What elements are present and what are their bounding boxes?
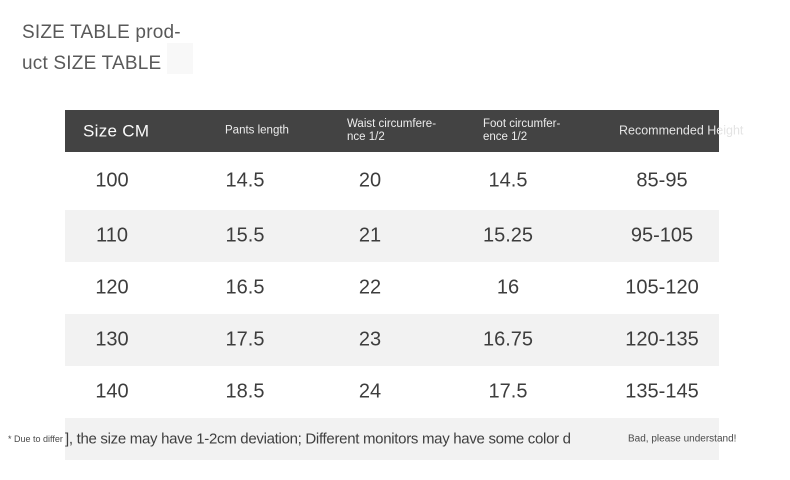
page-title-line2: uct SIZE TABLE	[22, 53, 162, 74]
table-row: 110 15.5 21 15.25 95-105	[65, 210, 719, 262]
header-foot-line2: ence 1/2	[483, 131, 528, 143]
page-title: SIZE TABLE prod- uct SIZE TABLE	[22, 17, 181, 79]
table-cell: 110	[96, 224, 128, 247]
header-size-cm: Size CM	[83, 121, 150, 141]
table-cell: 22	[358, 276, 382, 299]
table-cell: 135-145	[625, 380, 699, 403]
table-row: 120 16.5 22 16 105-120	[65, 262, 719, 314]
table-cell: 24	[358, 380, 382, 403]
header-foot-line1: Foot circumfer-	[483, 118, 561, 130]
table-cell: 14.5	[488, 169, 528, 192]
header-waist-line1: Waist circumfere-	[347, 118, 437, 130]
table-cell: 120	[95, 276, 129, 299]
table-header-row: Size CM Pants length Waist circumfere-nc…	[65, 110, 743, 152]
footnote: * Due to differ ], the size may have 1-2…	[0, 418, 790, 460]
table-row: 100 14.5 20 14.5 85-95	[65, 152, 719, 210]
table-cell: 95-105	[630, 224, 694, 247]
size-table: Size CM Pants length Waist circumfere-nc…	[65, 110, 743, 460]
footnote-right-fragment: Bad, please understand!	[628, 433, 737, 445]
header-waist-line2: nce 1/2	[347, 131, 385, 143]
table-cell: 16.5	[225, 276, 265, 299]
footnote-left-fragment: * Due to differ	[8, 434, 63, 444]
table-cell: 17.5	[488, 380, 528, 403]
table-cell: 18.5	[225, 380, 265, 403]
table-cell: 120-135	[625, 328, 699, 351]
header-pants-length: Pants length	[225, 124, 289, 137]
table-row: 140 18.5 24 17.5 135-145	[65, 366, 719, 418]
header-recommended-height: Recommended Height	[619, 123, 744, 138]
header-foot-circumference: Foot circumfer-ence 1/2	[483, 118, 560, 144]
table-cell: 15.25	[482, 224, 534, 247]
table-cell: 16	[496, 276, 520, 299]
table-cell: 140	[95, 380, 129, 403]
table-cell: 16.75	[482, 328, 534, 351]
table-cell: 105-120	[625, 276, 699, 299]
table-cell: 15.5	[225, 224, 265, 247]
table-cell: 85-95	[636, 169, 688, 192]
table-cell: 130	[95, 328, 129, 351]
table-footer-stripe	[65, 418, 719, 460]
table-cell: 100	[95, 169, 129, 192]
table-cell: 21	[358, 224, 382, 247]
header-waist-circumference: Waist circumfere-nce 1/2	[347, 118, 436, 144]
page-title-line1: SIZE TABLE prod-	[22, 22, 181, 43]
table-cell: 20	[358, 169, 382, 192]
footnote-main-text: ], the size may have 1-2cm deviation; Di…	[65, 430, 571, 448]
table-cell: 17.5	[225, 328, 265, 351]
table-row: 130 17.5 23 16.75 120-135	[65, 314, 719, 366]
faded-watermark-box	[167, 43, 193, 74]
table-cell: 23	[358, 328, 382, 351]
table-cell: 14.5	[225, 169, 265, 192]
